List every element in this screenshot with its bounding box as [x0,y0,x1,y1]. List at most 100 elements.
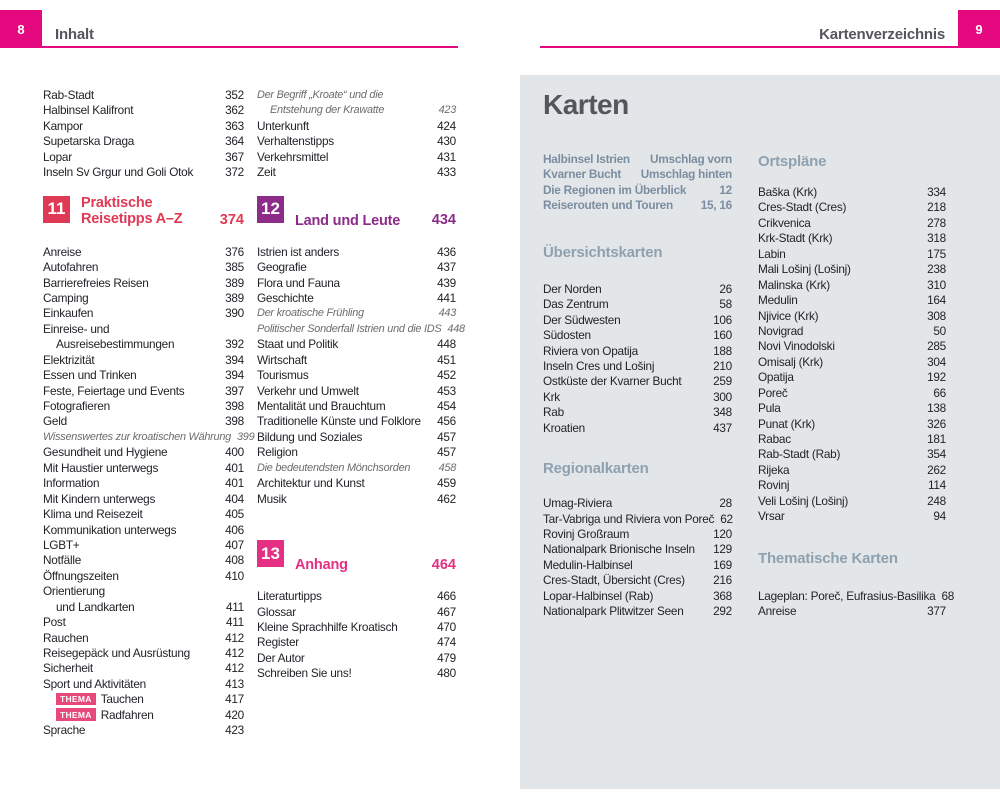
toc-entry: Einreise- und [43,322,244,337]
toc-entry: Anreise 377 [758,604,946,619]
toc-entry: Lopar 367 [43,150,244,165]
toc-entry-label: Vrsar [758,509,785,524]
toc-entry: Mali Lošinj (Lošinj) 238 [758,262,946,277]
toc-entry-page: 456 [437,414,456,429]
toc-entry: Rabac 181 [758,432,946,447]
toc-entry-page: 437 [713,420,732,435]
toc-entry-label: Cres-Stadt (Cres) [758,200,847,215]
chapter-page: 464 [431,556,456,573]
toc-entry-label: Halbinsel Kalifront [43,103,134,118]
toc-entry-label: Medulin [758,293,798,308]
toc-entry: Tar-Vabriga und Riviera von Poreč 62 [543,512,733,527]
toc-entry-label: Malinska (Krk) [758,277,830,292]
toc-entry-page: 188 [713,343,732,358]
toc-entry-label: Lopar [43,149,72,164]
toc-entry-label: Zeit [257,165,276,180]
page-number-left: 8 [17,21,25,37]
chapter-title-line: Praktische [81,194,153,211]
toc-entry-label: Notfälle [43,553,81,568]
map-index-title: Karten [543,89,629,120]
map-index-panel: Karten Halbinsel Istrien Umschlag vorn Kva… [520,75,1000,789]
toc-entry-page: 457 [437,429,456,444]
toc-entry: Ostküste der Kvarner Bucht 259 [543,374,732,389]
toc-entry-label: Einreise- und [43,321,110,336]
toc-entry-page: 397 [225,383,244,398]
toc-entry: Umag-Riviera 28 [543,496,732,511]
toc-entry: Omisalj (Krk) 304 [758,355,946,370]
toc-entry: Geschichte 441 [257,291,456,306]
toc-entry-page: 424 [437,118,456,133]
toc-entry-page: 58 [719,297,732,312]
toc-entry: Der Norden 26 [543,282,732,297]
toc-entry: Malinska (Krk) 310 [758,278,946,293]
toc-entry-page: 377 [927,604,946,619]
toc-entry-label: Sport und Aktivitäten [43,676,146,691]
toc-entry-page: 238 [927,262,946,277]
toc-entry-page: 405 [225,507,244,522]
toc-entry: Cres-Stadt (Cres) 218 [758,200,946,215]
toc-entry: Öffnungszeiten 410 [43,569,244,584]
toc-entry-label: Unterkunft [257,118,309,133]
toc-column-1: Rab-Stadt 352 Halbinsel Kalifront 362 Kampor… [43,88,255,739]
toc-entry-page: 50 [933,323,946,338]
toc-entry-page: 430 [437,134,456,149]
toc-entry-page: 304 [927,354,946,369]
column-spacer [543,436,732,459]
toc-entry-page: 408 [225,553,244,568]
toc-entry-label: Rabac [758,432,791,446]
toc-entry-page: 310 [927,277,946,292]
toc-entry-label: Rijeka [758,462,790,477]
toc-entry-label: Die Regionen im Überblick [543,182,687,197]
toc-entry: Rauchen 412 [43,631,244,646]
toc-entry-label: Gesundheit und Hygiene [43,445,168,460]
toc-entry: Krk 300 [543,390,732,405]
toc-entry-label: Geld [43,414,67,429]
toc-entry-page: 278 [927,215,946,230]
toc-entry: Ausreisebestimmungen 392 [43,337,244,352]
toc-entry-label: Religion [257,445,298,460]
toc-entry-label: Istrien ist anders [257,244,340,259]
toc-entry-page: 389 [225,275,244,290]
toc-entry-page: 462 [437,491,456,506]
toc-entry-label: Geschichte [257,290,314,305]
toc-entry: Reiserouten und Touren 15, 16 [543,198,732,213]
toc-entry-label: Öffnungszeiten [43,568,119,583]
toc-entry-label: Verkehr und Umwelt [257,383,359,398]
toc-entry-page: 470 [437,619,456,634]
toc-entry: Entstehung der Krawatte 423 [257,103,456,118]
toc-entry-page: Umschlag vorn [650,152,732,166]
toc-entry: Mentalität und Brauchtum 454 [257,399,456,414]
toc-entry-page: 318 [927,231,946,246]
toc-entry: Inseln Cres und Lošinj 210 [543,359,732,374]
toc-entry-page: 394 [225,368,244,383]
section-heading: Übersichtskarten [543,243,663,261]
toc-entry-page: 368 [713,588,732,603]
toc-entry-label: Rovinj Großraum [543,527,630,541]
toc-entry-page: 410 [225,568,244,583]
toc-entry-label: Omisalj (Krk) [758,354,823,369]
toc-entry-page: 412 [225,630,244,645]
header-rule-left [42,45,458,48]
toc-entry: Sprache 423 [43,723,244,738]
toc-entry-page: 354 [927,447,946,462]
toc-entry: Kleine Sprachhilfe Kroatisch 470 [257,620,456,635]
toc-entry-page: 28 [719,496,732,511]
toc-entry-page: 129 [713,542,732,557]
toc-entry-label: Baška (Krk) [758,185,817,199]
toc-entry-label: Wissenswertes zur kroatischen Währung [43,430,231,443]
toc-entry: Pula 138 [758,401,946,416]
toc-entry-page: 417 [225,692,244,707]
toc-entry-page: 401 [225,460,244,475]
toc-entry-label: Der Autor [257,650,305,665]
toc-entry-label: Feste, Feiertage und Events [43,383,185,398]
toc-entry-page: 458 [438,461,457,474]
toc-entry: Punat (Krk) 326 [758,417,946,432]
toc-entry-label: Reisegepäck und Ausrüstung [43,646,190,660]
toc-entry: Medulin-Halbinsel 169 [543,558,732,573]
toc-entry: Post 411 [43,615,244,630]
toc-entry: Die Regionen im Überblick 12 [543,183,732,198]
toc-entry-label: Rab-Stadt [43,88,94,102]
toc-entry: Autofahren 385 [43,260,244,275]
toc-entry-label: Der Norden [543,281,602,296]
toc-entry-page: 262 [927,462,946,477]
